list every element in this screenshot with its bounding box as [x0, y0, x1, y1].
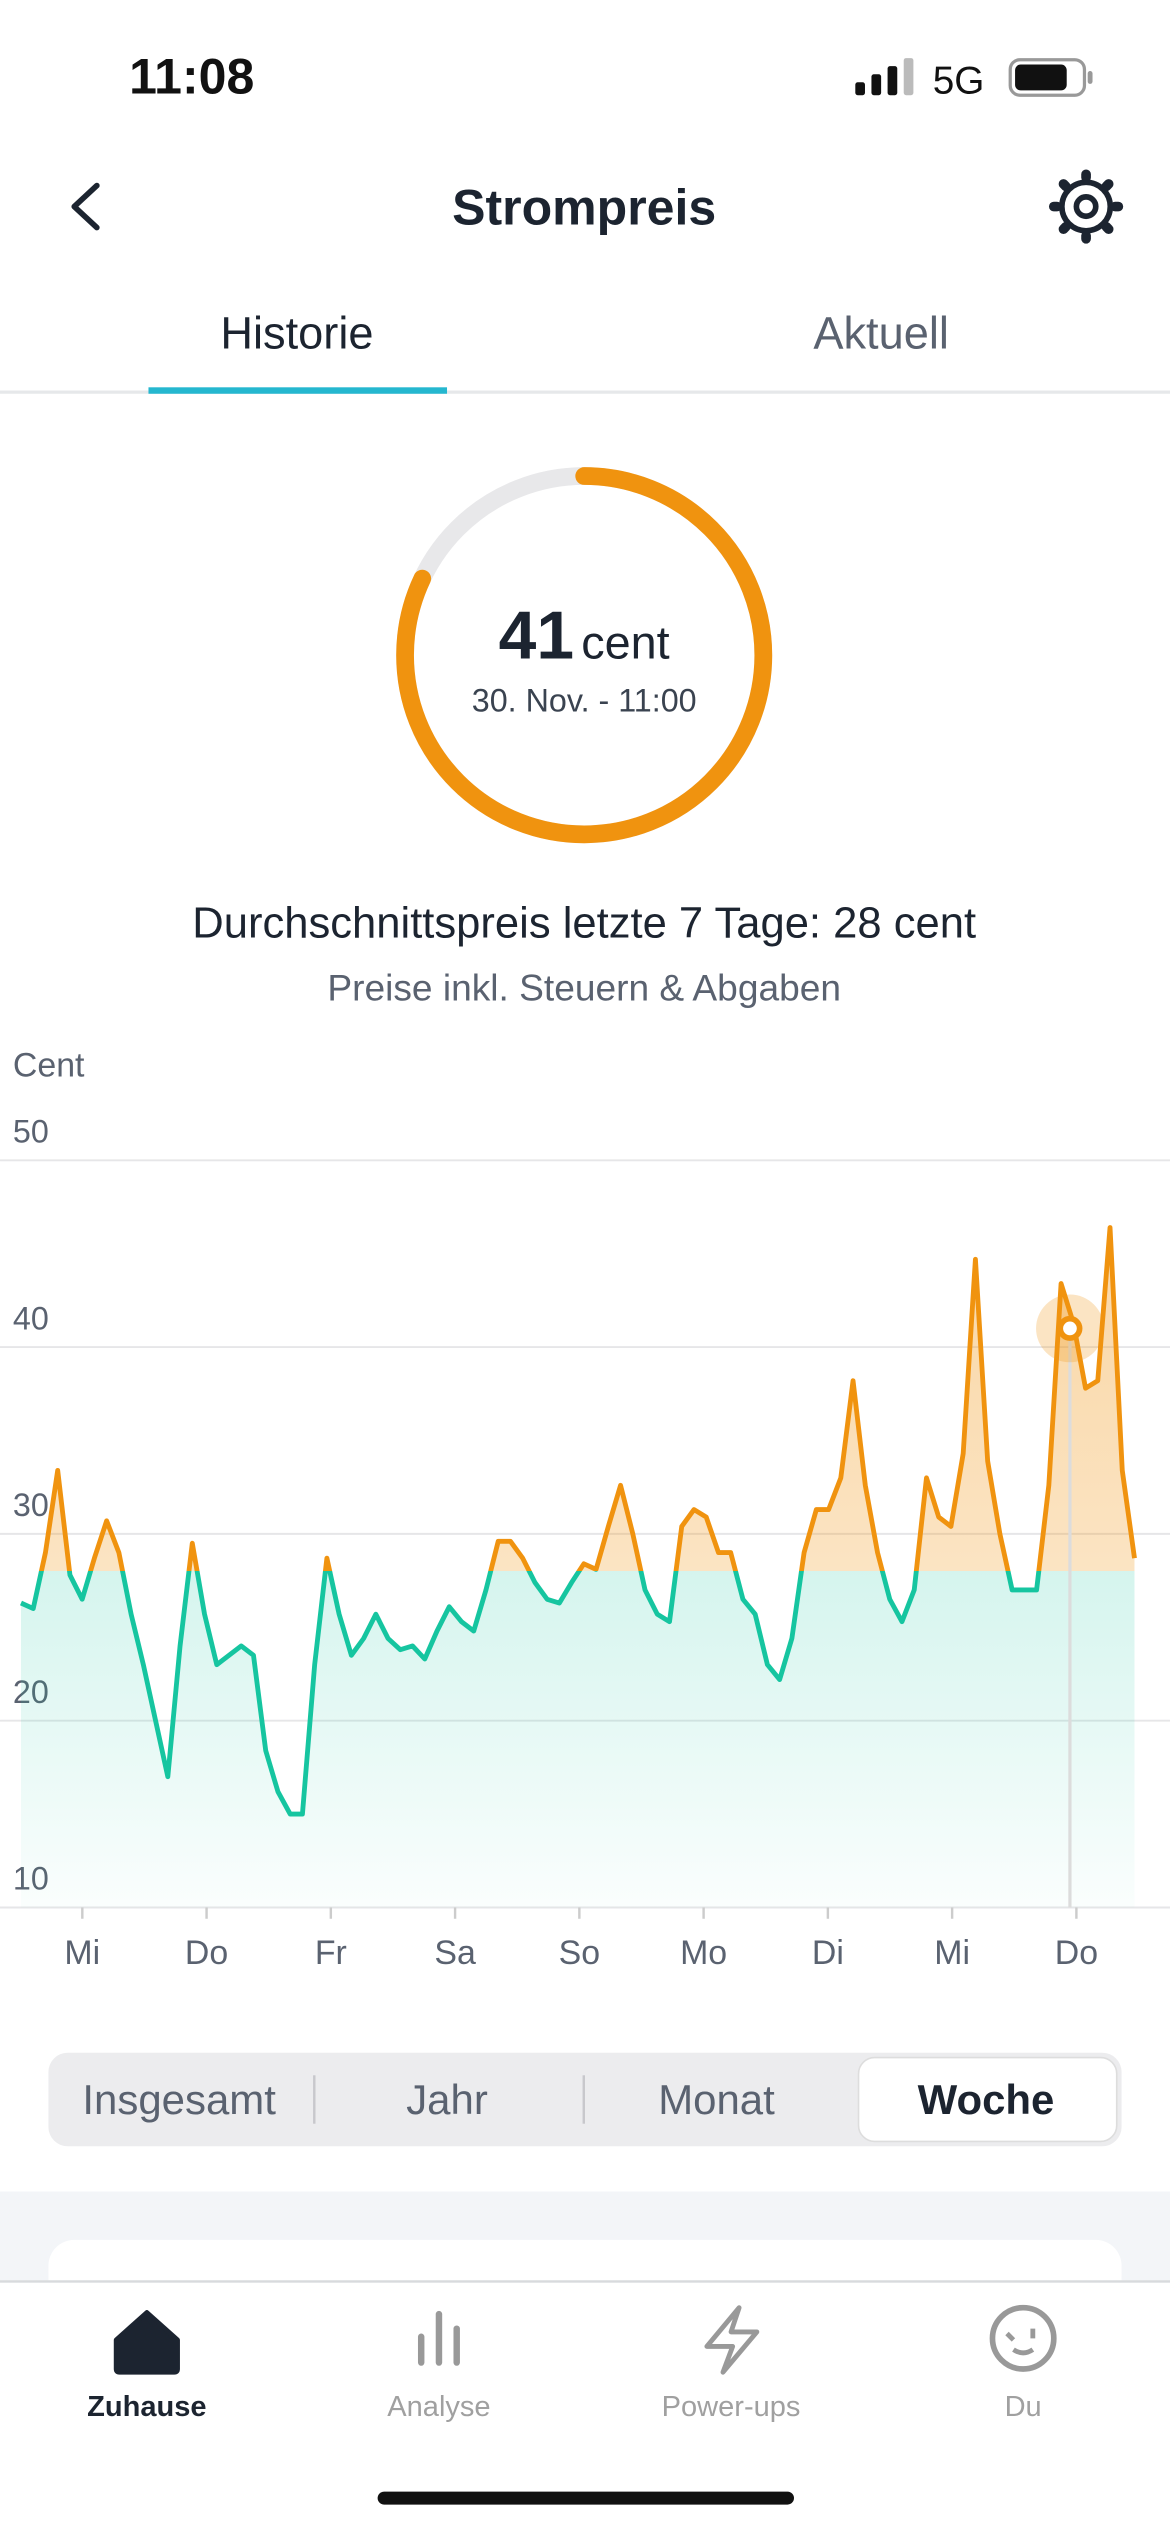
- nav-label[interactable]: Analyse: [387, 2391, 490, 2423]
- x-tick-label: Mo: [680, 1934, 727, 1972]
- current-unit: cent: [581, 616, 669, 668]
- period-option[interactable]: Monat: [658, 2076, 775, 2123]
- home-indicator: [377, 2491, 794, 2505]
- tab-bar-border: [0, 2280, 1170, 2283]
- ring-progress: [396, 467, 773, 844]
- separator: [582, 2075, 585, 2124]
- x-tick-label: Di: [812, 1934, 844, 1972]
- area: [20, 1227, 1135, 1908]
- y-tick-label: 40: [13, 1300, 49, 1336]
- page-title: Strompreis: [452, 179, 716, 235]
- analyse-icon[interactable]: [417, 2310, 460, 2366]
- current-value: 41: [499, 598, 574, 673]
- x-tick-label: Do: [1055, 1934, 1098, 1972]
- settings-button[interactable]: [1048, 169, 1124, 244]
- tab-historie[interactable]: Historie: [220, 308, 373, 359]
- separator: [313, 2075, 316, 2124]
- y-axis-label: Cent: [13, 1046, 85, 1084]
- y-tick-label: 50: [13, 1114, 49, 1150]
- average-label: Durchschnittspreis letzte 7 Tage:: [192, 900, 821, 948]
- nav-label[interactable]: Du: [1005, 2391, 1042, 2423]
- x-tick-label: Mi: [64, 1934, 100, 1972]
- x-tick-label: Do: [185, 1934, 228, 1972]
- x-tick-label: Sa: [434, 1934, 476, 1972]
- back-button[interactable]: [71, 182, 100, 231]
- average-text: Durchschnittspreis letzte 7 Tage: 28 cen…: [192, 900, 976, 948]
- home-icon[interactable]: [113, 2310, 180, 2375]
- tab-indicator: [148, 387, 448, 394]
- tab-divider: [0, 390, 1170, 394]
- tab-aktuell[interactable]: Aktuell: [813, 308, 949, 359]
- period-option[interactable]: Woche: [918, 2076, 1055, 2123]
- y-tick-label: 30: [13, 1487, 49, 1523]
- power-ups-icon[interactable]: [704, 2305, 760, 2375]
- tab-bar: [0, 2280, 1170, 2532]
- chart: 1020304050MiDoFrSaSoMoDiMiDo: [0, 1114, 1170, 1972]
- nav-label[interactable]: Zuhause: [87, 2391, 206, 2423]
- current-timestamp: 30. Nov. - 11:00: [472, 683, 697, 719]
- cursor-point: [1057, 1315, 1083, 1341]
- network-label: 5G: [933, 60, 985, 103]
- signal-icon: [855, 58, 914, 96]
- price-line: [19, 1225, 1137, 1817]
- x-tick-label: Fr: [315, 1934, 347, 1972]
- price-note: Preise inkl. Steuern & Abgaben: [327, 967, 841, 1009]
- average-value: 28: [833, 900, 881, 948]
- period-selected: [857, 2056, 1118, 2143]
- period-option[interactable]: Insgesamt: [82, 2076, 276, 2123]
- period-option[interactable]: Jahr: [406, 2076, 488, 2123]
- x-tick-label: So: [559, 1934, 600, 1972]
- x-tick-label: Mi: [934, 1934, 970, 1972]
- battery-icon: [1008, 58, 1093, 97]
- du-icon[interactable]: [989, 2304, 1057, 2372]
- status-time: 11:08: [129, 49, 254, 105]
- average-unit: cent: [894, 900, 976, 948]
- nav-label[interactable]: Power-ups: [662, 2391, 801, 2423]
- current-price: 41 cent: [499, 598, 670, 673]
